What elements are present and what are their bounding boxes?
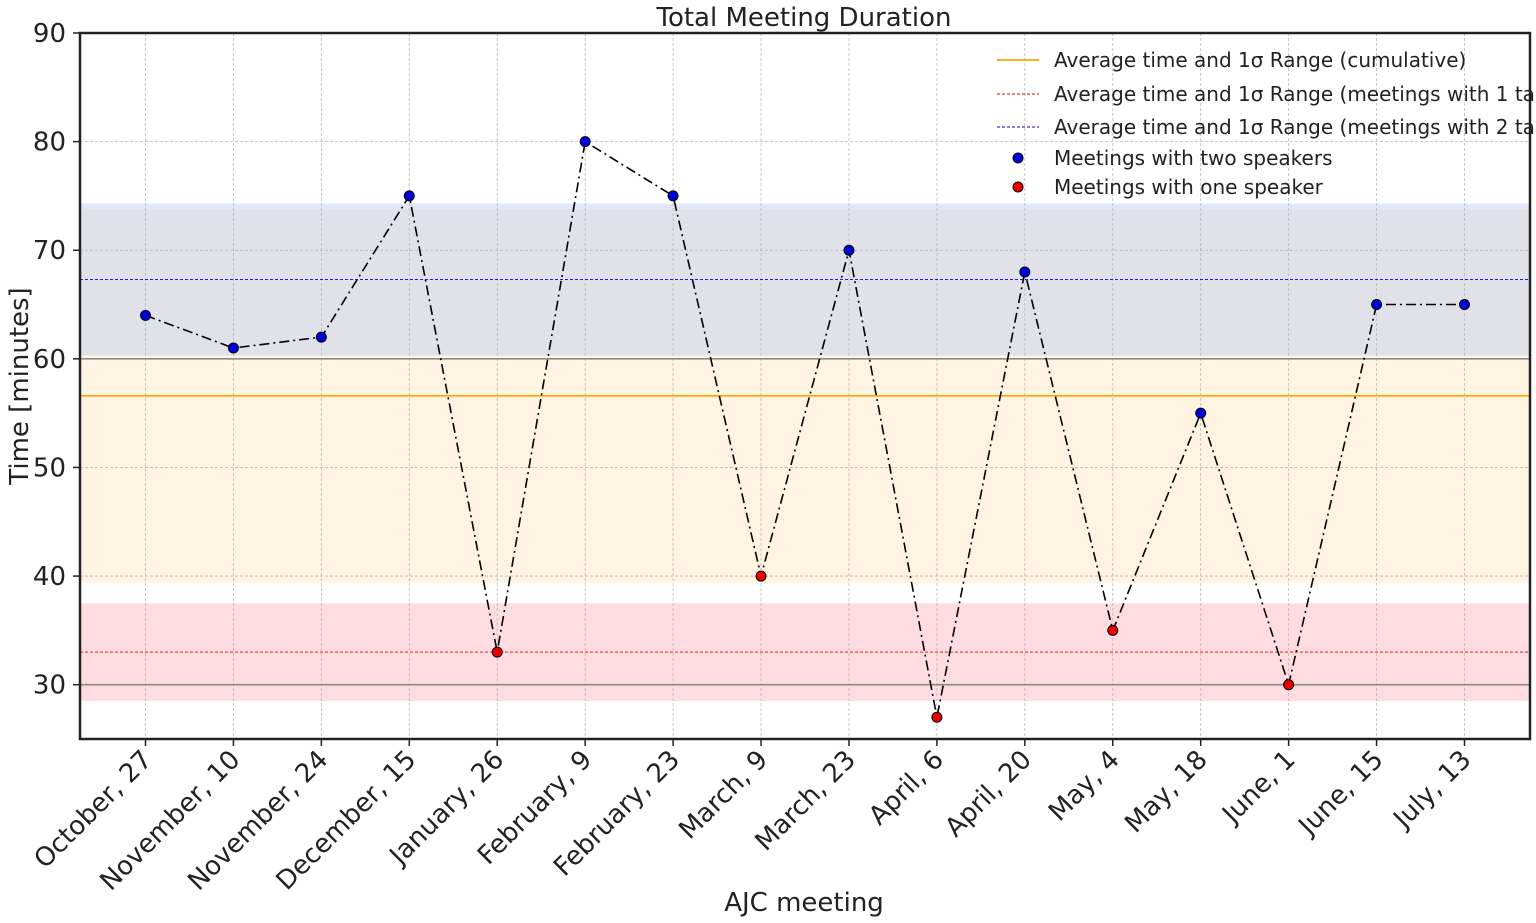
data-point-10 [1019, 266, 1031, 278]
x-tick-label-15: July, 13 [1387, 745, 1478, 836]
data-point-5 [579, 136, 591, 148]
data-point-9 [931, 711, 943, 723]
legend-swatch-3 [1012, 152, 1024, 164]
series-line [145, 140, 1465, 718]
x-tick-label-11: May, 4 [1043, 745, 1126, 828]
y-tick-label-6: 90 [33, 19, 66, 49]
x-tick-label-9: April, 6 [863, 745, 950, 832]
y-tick-label-5: 80 [33, 128, 66, 158]
chart-title: Total Meeting Duration [655, 3, 951, 33]
data-point-7 [755, 570, 767, 582]
y-tick-label-0: 30 [33, 671, 66, 701]
x-tick-label-12: May, 18 [1119, 745, 1213, 839]
x-tick-label-14: June, 15 [1292, 745, 1390, 843]
data-point-1 [227, 342, 239, 354]
y-tick-label-1: 40 [33, 562, 66, 592]
data-point-8 [843, 244, 855, 256]
series-polyline [145, 140, 1465, 718]
plot-frame [78, 31, 1532, 741]
legend-swatch-4 [1012, 181, 1024, 193]
y-tick-label-3: 60 [33, 345, 66, 375]
y-axis-label: Time [minutes] [5, 287, 35, 485]
data-point-2 [315, 331, 327, 343]
legend-label-1: Average time and 1σ Range (meetings with… [1054, 82, 1536, 106]
data-point-15 [1459, 299, 1470, 311]
y-ticks: 30 40 50 60 70 80 90 [33, 19, 80, 701]
data-point-3 [403, 190, 415, 202]
data-point-6 [667, 190, 679, 202]
sigma-bands [80, 203, 1530, 701]
legend-label-0: Average time and 1σ Range (cumulative) [1054, 48, 1466, 72]
axes [78, 31, 1532, 741]
y-tick-label-4: 70 [33, 236, 66, 266]
data-point-13 [1283, 679, 1295, 691]
data-point-11 [1107, 624, 1119, 636]
y-tick-label-2: 50 [33, 453, 66, 483]
x-tick-label-13: June, 1 [1216, 745, 1302, 831]
band-mean-lines [80, 279, 1530, 653]
legend-label-4: Meetings with one speaker [1054, 175, 1324, 199]
data-point-12 [1195, 407, 1207, 419]
x-tick-label-10: April, 20 [939, 745, 1037, 843]
data-point-4 [491, 646, 503, 658]
data-point-14 [1371, 299, 1383, 311]
data-point-0 [140, 309, 151, 321]
legend-label-2: Average time and 1σ Range (meetings with… [1054, 115, 1536, 139]
x-axis-label: AJC meeting [724, 888, 884, 918]
legend-label-3: Meetings with two speakers [1054, 146, 1333, 170]
data-points [140, 136, 1470, 723]
legend: Average time and 1σ Range (cumulative) Av… [997, 48, 1536, 199]
